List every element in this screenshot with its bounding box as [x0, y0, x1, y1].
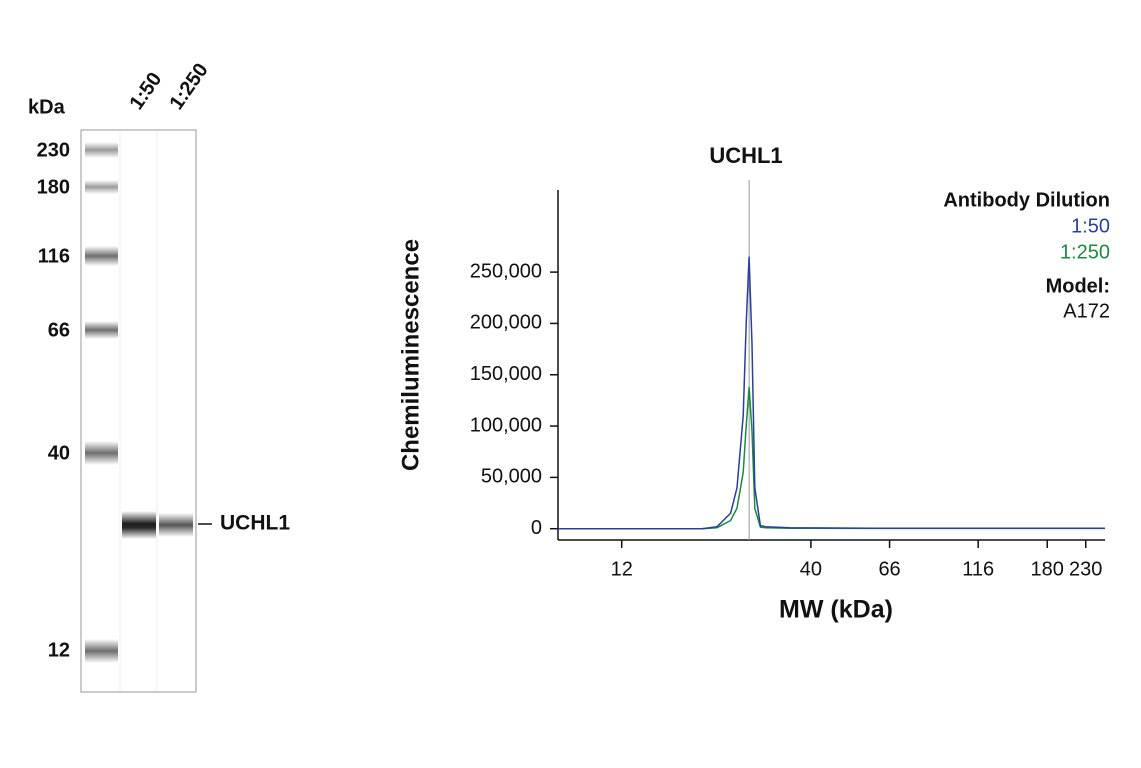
- x-tick-label: 40: [800, 558, 822, 580]
- sample-band: [159, 513, 193, 537]
- band-label: UCHL1: [220, 512, 290, 535]
- model-label: Model:: [1046, 275, 1110, 297]
- ladder: [85, 142, 118, 663]
- x-tick-label: 66: [878, 558, 900, 580]
- y-tick-label: 50,000: [481, 466, 542, 488]
- y-axis-label: Chemiluminescence: [397, 239, 424, 471]
- model-name: A172: [1063, 300, 1110, 322]
- blot-frame: [80, 129, 197, 693]
- sample-band: [122, 511, 156, 539]
- ladder-band: [85, 180, 118, 194]
- y-tick-label: 100,000: [470, 414, 542, 436]
- marker-label: 180: [37, 176, 70, 198]
- x-tick-label: 180: [1031, 558, 1064, 580]
- unit-label: kDa: [28, 96, 66, 118]
- x-axis-label: MW (kDa): [779, 596, 893, 624]
- ladder-band: [85, 142, 118, 158]
- legend-entry: 1:50: [1071, 215, 1110, 237]
- lane-label: 1:50: [125, 68, 166, 113]
- legend-entry: 1:250: [1060, 241, 1110, 263]
- y-tick-label: 200,000: [470, 312, 542, 334]
- x-tick-label: 12: [611, 558, 633, 580]
- ladder-band: [85, 639, 118, 663]
- ladder-band: [85, 321, 118, 339]
- chart-title: UCHL1: [709, 143, 782, 168]
- series-line: [558, 256, 1105, 530]
- ladder-band: [85, 246, 118, 266]
- marker-label: 116: [38, 245, 70, 267]
- y-tick-label: 150,000: [470, 363, 542, 385]
- series-line: [558, 387, 1105, 530]
- marker-label: 40: [48, 442, 70, 464]
- marker-label: 230: [37, 139, 70, 161]
- y-tick-label: 0: [531, 517, 542, 539]
- marker-label: 12: [48, 639, 70, 661]
- x-tick-label: 230: [1069, 558, 1102, 580]
- x-tick-label: 116: [962, 558, 994, 580]
- marker-label: 66: [48, 319, 70, 341]
- lane-label: 1:250: [165, 59, 212, 114]
- y-tick-label: 250,000: [470, 260, 542, 282]
- legend-title: Antibody Dilution: [943, 189, 1110, 211]
- ladder-band: [85, 441, 118, 465]
